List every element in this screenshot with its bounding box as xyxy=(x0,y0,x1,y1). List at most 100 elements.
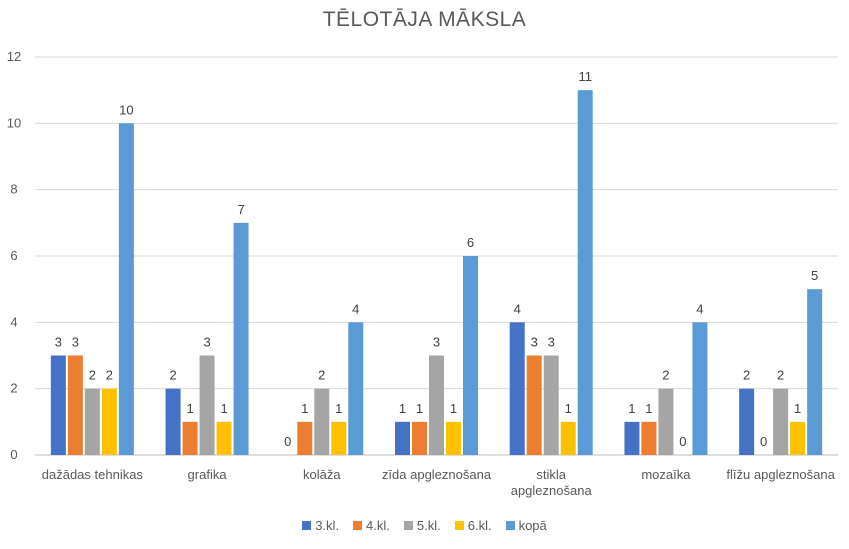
legend-swatch xyxy=(403,521,413,530)
legend-item: 6.kl. xyxy=(454,518,492,533)
bar-6kl-3 xyxy=(446,421,461,455)
bar-kop-3 xyxy=(463,256,478,455)
data-label: 1 xyxy=(220,401,227,416)
bar-kop-5 xyxy=(692,322,708,455)
bar-6kl-4 xyxy=(560,421,576,455)
bar-5kl-3 xyxy=(429,355,444,455)
data-label: 2 xyxy=(743,368,750,383)
bar-6kl-6 xyxy=(790,421,806,455)
data-label: 3 xyxy=(72,335,79,350)
legend-item: 5.kl. xyxy=(403,518,441,533)
legend-swatch xyxy=(302,521,312,530)
y-tick-label: 10 xyxy=(7,115,21,130)
data-label: 3 xyxy=(531,335,538,350)
data-label: 3 xyxy=(433,335,440,350)
data-label: 0 xyxy=(284,434,291,449)
data-label: 4 xyxy=(514,301,521,316)
legend-label: 5.kl. xyxy=(416,518,441,533)
y-tick-label: 0 xyxy=(10,447,17,462)
bar-3kl-4 xyxy=(509,322,525,455)
bar-4kl-5 xyxy=(641,421,657,455)
y-tick-label: 2 xyxy=(10,381,17,396)
bar-kop-4 xyxy=(577,90,593,456)
bar-4kl-0 xyxy=(67,355,83,455)
data-label: 5 xyxy=(811,268,818,283)
data-label: 3 xyxy=(203,335,210,350)
y-tick-label: 6 xyxy=(10,248,17,263)
bar-4kl-4 xyxy=(526,355,542,455)
legend-item: 4.kl. xyxy=(353,518,390,533)
data-label: 1 xyxy=(416,401,423,416)
bar-5kl-6 xyxy=(773,388,789,455)
data-label: 2 xyxy=(777,368,784,383)
x-tick-label: stikla xyxy=(536,467,566,482)
bar-6kl-2 xyxy=(331,421,347,455)
data-label: 1 xyxy=(645,401,652,416)
bar-5kl-5 xyxy=(658,388,674,455)
data-label: 0 xyxy=(760,434,767,449)
x-tick-label: grafika xyxy=(188,467,228,482)
legend-item: kopā xyxy=(505,518,547,533)
data-label: 2 xyxy=(106,368,113,383)
bar-5kl-0 xyxy=(84,388,100,455)
legend-label: 3.kl. xyxy=(315,518,340,533)
bar-5kl-4 xyxy=(543,355,559,455)
data-label: 6 xyxy=(467,235,474,250)
legend-item: 3.kl. xyxy=(302,518,339,533)
bar-3kl-6 xyxy=(739,388,755,455)
data-label: 2 xyxy=(318,368,325,383)
bar-3kl-0 xyxy=(50,355,66,455)
bar-5kl-1 xyxy=(199,355,215,455)
bar-3kl-1 xyxy=(165,388,181,455)
x-tick-label: dažādas tehnikas xyxy=(42,467,144,482)
bar-3kl-3 xyxy=(395,421,410,455)
bar-4kl-2 xyxy=(297,421,313,455)
data-label: 1 xyxy=(186,401,193,416)
bar-4kl-3 xyxy=(412,421,427,455)
data-label: 1 xyxy=(301,401,308,416)
data-label: 1 xyxy=(628,401,635,416)
legend: 3.kl. 4.kl. 5.kl. 6.kl. kopā xyxy=(0,518,849,533)
bar-6kl-0 xyxy=(101,388,117,455)
legend-swatch xyxy=(353,521,363,530)
x-tick-label: zīda apgleznošana xyxy=(382,467,492,482)
bar-5kl-2 xyxy=(314,388,330,455)
data-label: 4 xyxy=(352,301,359,316)
legend-swatch xyxy=(505,521,515,530)
x-tick-label: kolāža xyxy=(303,467,341,482)
y-tick-label: 8 xyxy=(10,182,17,197)
data-label: 3 xyxy=(55,335,62,350)
y-tick-label: 12 xyxy=(7,49,21,64)
bar-6kl-1 xyxy=(216,421,232,455)
data-label: 1 xyxy=(794,401,801,416)
data-label: 3 xyxy=(548,335,555,350)
x-tick-label: apgleznošana xyxy=(511,483,593,498)
legend-swatch xyxy=(454,521,464,530)
data-label: 7 xyxy=(237,202,244,217)
bar-kop-2 xyxy=(348,322,364,455)
bar-4kl-1 xyxy=(182,421,198,455)
legend-label: 4.kl. xyxy=(366,518,390,533)
data-label: 1 xyxy=(335,401,342,416)
bar-kop-6 xyxy=(807,289,823,455)
y-tick-label: 4 xyxy=(10,314,17,329)
bar-3kl-5 xyxy=(624,421,640,455)
data-label: 1 xyxy=(399,401,406,416)
data-label: 11 xyxy=(578,69,592,84)
bars-layer xyxy=(50,90,823,456)
x-tick-label: mozaīka xyxy=(641,467,691,482)
data-label: 2 xyxy=(89,368,96,383)
data-label: 4 xyxy=(696,301,703,316)
legend-label: 6.kl. xyxy=(467,518,492,533)
legend-label: kopā xyxy=(518,518,547,533)
data-label: 2 xyxy=(662,368,669,383)
bar-kop-0 xyxy=(118,123,134,455)
x-tick-label: flīžu apgleznošana xyxy=(726,467,835,482)
data-label: 1 xyxy=(450,401,457,416)
data-label: 10 xyxy=(119,102,133,117)
chart-title: TĒLOTĀJA MĀKSLA xyxy=(322,8,527,31)
